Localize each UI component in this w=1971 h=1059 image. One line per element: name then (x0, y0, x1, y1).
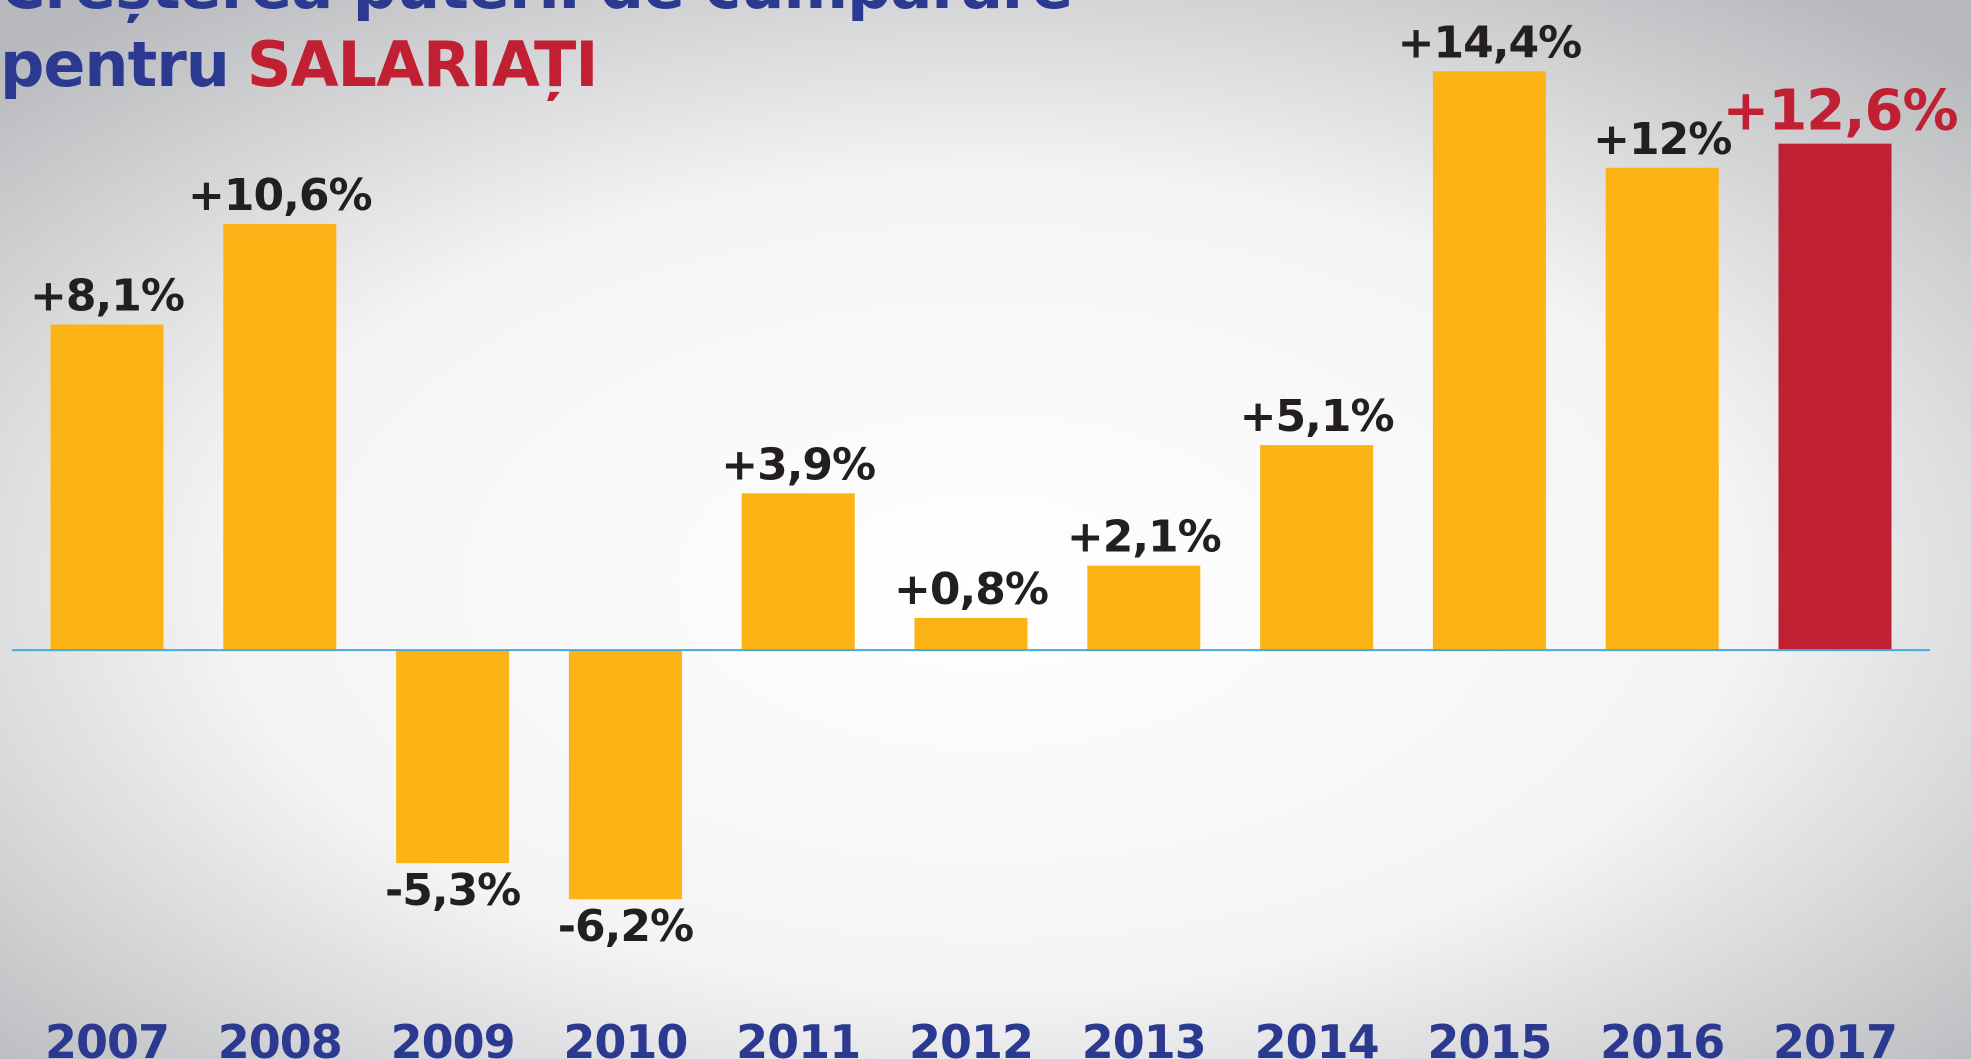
bar (1778, 143, 1892, 651)
title-prefix: pentru (0, 28, 229, 101)
value-label: +5,1% (1240, 391, 1394, 442)
x-tick-label: 2008 (218, 1015, 342, 1059)
value-label: +10,6% (188, 170, 372, 221)
bar (396, 650, 510, 864)
title: pentru SALARIAȚI (0, 28, 597, 101)
value-label: -6,2% (558, 901, 693, 952)
value-label: +8,1% (30, 271, 184, 322)
x-tick-label: 2011 (736, 1015, 860, 1059)
bar (914, 617, 1028, 651)
bar (1605, 167, 1719, 651)
bar (1087, 565, 1201, 651)
bar (1260, 445, 1374, 651)
bar (50, 324, 164, 651)
bar (223, 224, 337, 651)
x-tick-label: 2017 (1773, 1015, 1897, 1059)
value-label: +2,1% (1067, 512, 1221, 563)
x-tick-label: 2010 (563, 1015, 687, 1059)
x-tick-label: 2009 (391, 1015, 515, 1059)
value-label: +14,4% (1398, 17, 1582, 68)
value-label: +12,6% (1722, 79, 1957, 144)
value-label: +0,8% (894, 564, 1048, 615)
value-label: -5,3% (385, 865, 520, 916)
value-label: +3,9% (721, 439, 875, 490)
title-line: Creșterea puterii de cumpărare (0, 0, 1072, 23)
bar (568, 650, 682, 900)
title-highlight: SALARIAȚI (247, 28, 597, 101)
x-tick-label: 2014 (1255, 1015, 1379, 1059)
x-tick-label: 2012 (909, 1015, 1033, 1059)
x-tick-label: 2013 (1082, 1015, 1206, 1059)
x-tick-label: 2015 (1427, 1015, 1551, 1059)
value-label: +12% (1593, 114, 1731, 165)
x-tick-label: 2016 (1600, 1015, 1724, 1059)
x-tick-label: 2007 (45, 1015, 169, 1059)
bar (1432, 71, 1546, 651)
bar (741, 493, 855, 651)
